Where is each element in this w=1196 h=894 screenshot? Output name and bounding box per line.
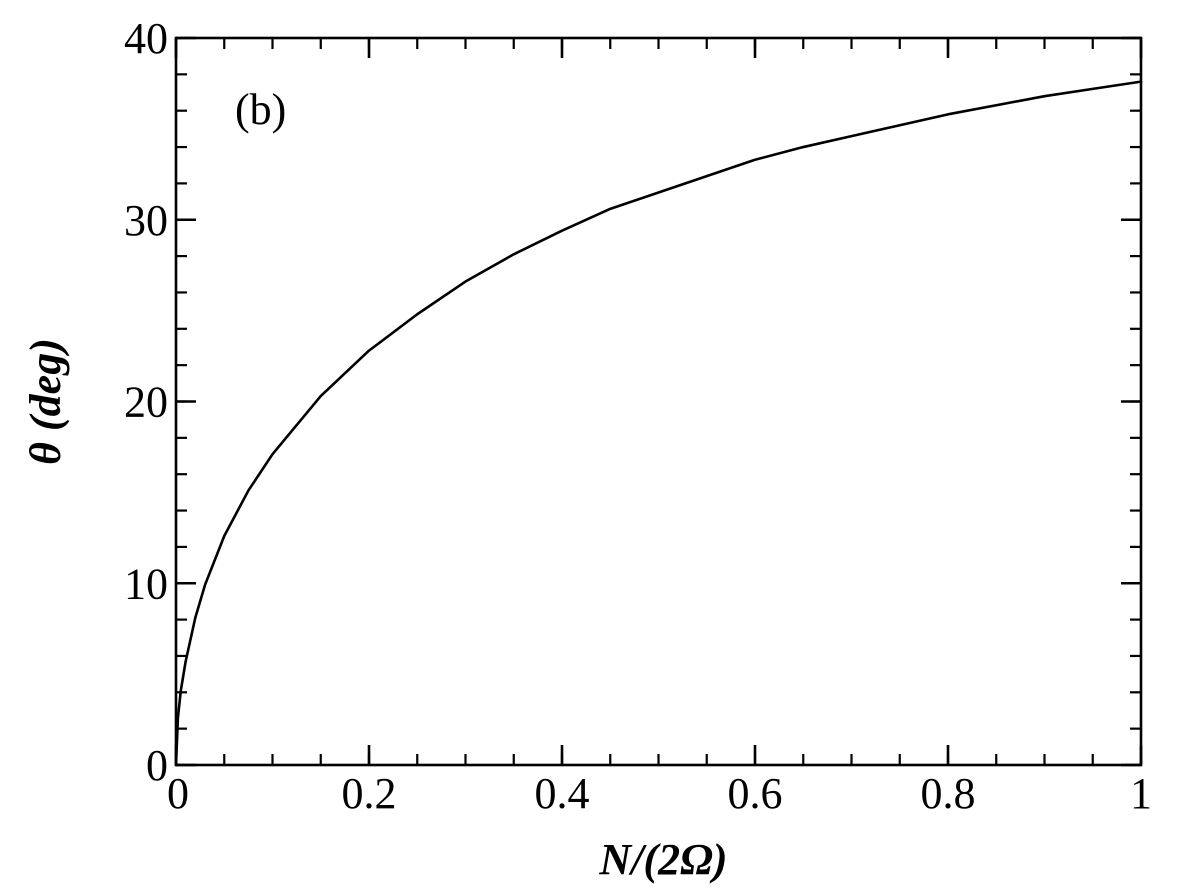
series-line — [174, 80, 1143, 767]
minor-ticks — [174, 36, 1143, 767]
x-tick-label: 0.2 — [342, 769, 397, 818]
x-tick-label: 1 — [1130, 769, 1152, 818]
x-tick-label: 0 — [167, 769, 189, 818]
y-tick-label: 40 — [124, 14, 168, 63]
x-tick-label: 0.6 — [728, 769, 783, 818]
y-tick-label: 0 — [146, 741, 168, 790]
panel-label: (b) — [235, 85, 286, 134]
x-tick-label: 0.4 — [535, 769, 590, 818]
y-tick-label: 10 — [124, 559, 168, 608]
y-axis-title: θ (deg) — [21, 338, 70, 465]
x-axis-title: N/(2Ω) — [598, 835, 727, 884]
x-tick-label: 0.8 — [921, 769, 976, 818]
plot-frame — [174, 36, 1143, 767]
major-ticks — [174, 36, 1143, 767]
y-tick-label: 20 — [124, 378, 168, 427]
y-tick-label: 30 — [124, 196, 168, 245]
